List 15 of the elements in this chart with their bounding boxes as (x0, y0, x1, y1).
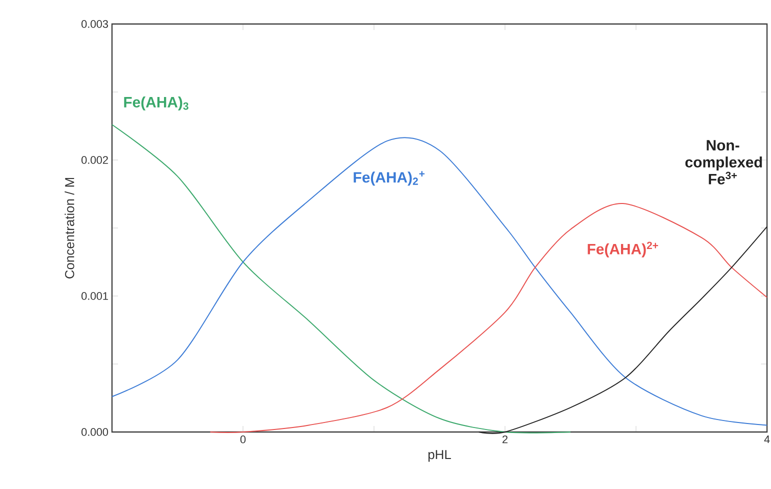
series-label: Fe(AHA)$_{2}$+ (354, 171, 425, 186)
series-label: Fe(AHA)$^{2+}$ (588, 242, 658, 258)
y-tick-label: 0.002 (81, 156, 108, 164)
x-tick-label: 0 (240, 436, 246, 444)
series-label: Fe(AHA)$_{3}$ (124, 96, 188, 110)
line-series (112, 124, 572, 434)
x-axis-title: pHL (428, 450, 451, 462)
y-tick-label: 0.000 (81, 428, 108, 436)
line-series (210, 203, 768, 433)
x-tick-label: 4 (764, 436, 770, 444)
x-tick-label: 2 (502, 436, 508, 444)
y-tick-label: 0.003 (81, 20, 108, 28)
y-axis-title: Concentration / M (64, 178, 74, 278)
text: Non-complexed Fe$^{3+}$ (685, 140, 762, 184)
y-tick-label: 0.001 (81, 292, 108, 300)
